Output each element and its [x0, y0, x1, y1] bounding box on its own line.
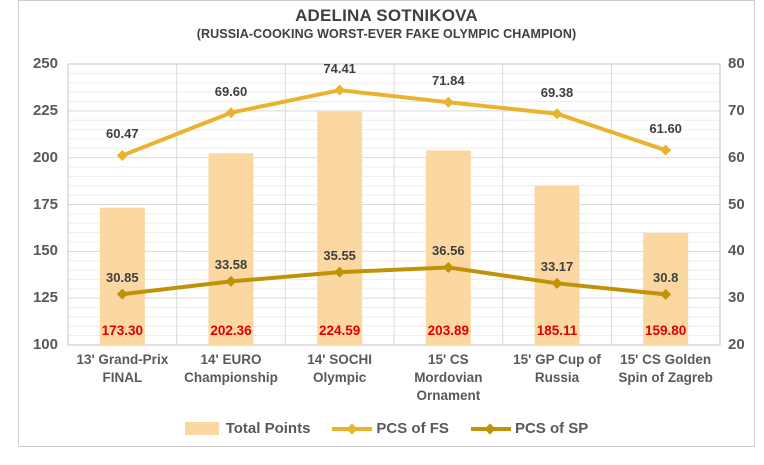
- category-label: 15' CS Mordovian Ornament: [414, 352, 483, 403]
- legend-item-pcs-of-fs: PCS of FS: [332, 420, 449, 437]
- left-axis-tick: 225: [32, 101, 58, 119]
- left-axis-tick: 250: [32, 55, 58, 72]
- marker-pcs-of-sp: [225, 275, 237, 287]
- bar-total-points: [99, 207, 145, 345]
- legend-diamond-marker: [484, 422, 497, 435]
- point-label-pcs-of-sp: 33.58: [214, 257, 248, 273]
- legend: Total Points PCS of FS PCS of SP: [18, 420, 755, 437]
- legend-item-pcs-of-sp: PCS of SP: [470, 420, 589, 437]
- marker-pcs-of-sp: [551, 277, 563, 289]
- left-axis-tick: 200: [32, 148, 58, 166]
- legend-label: PCS of FS: [376, 420, 449, 437]
- right-axis-tick: 60: [728, 148, 745, 166]
- left-axis-tick: 125: [32, 289, 58, 307]
- legend-label: Total Points: [225, 420, 311, 437]
- legend-item-total-points: Total Points: [184, 420, 311, 437]
- bar-total-points: [208, 153, 254, 345]
- point-label-pcs-of-sp: 30.8: [653, 270, 679, 286]
- right-axis-tick: 20: [728, 336, 745, 353]
- legend-label: PCS of SP: [514, 420, 589, 437]
- plot-border: [67, 63, 721, 346]
- point-label-pcs-of-fs: 61.60: [649, 121, 682, 137]
- legend-diamond-marker: [346, 422, 358, 435]
- bar-value-label: 185.11: [536, 323, 578, 338]
- point-label-pcs-of-fs: 69.38: [540, 84, 574, 100]
- bar-total-points: [317, 111, 363, 345]
- marker-pcs-of-fs: [551, 108, 563, 120]
- category-label: 13' Grand-Prix FINAL: [76, 352, 169, 385]
- point-label-pcs-of-sp: 30.85: [106, 270, 139, 286]
- marker-pcs-of-fs: [442, 96, 454, 108]
- bar-value-label: 159.80: [645, 323, 687, 338]
- marker-pcs-of-sp: [334, 266, 346, 278]
- right-axis-tick: 80: [728, 55, 745, 72]
- legend-line-swatch: [332, 422, 373, 435]
- chart-subtitle: (RUSSIA-COOKING WORST-EVER FAKE OLYMPIC …: [196, 27, 577, 41]
- chart-title: ADELINA SOTNIKOVA: [295, 6, 478, 25]
- point-label-pcs-of-fs: 60.47: [106, 126, 139, 142]
- point-label-pcs-of-sp: 35.55: [323, 248, 356, 264]
- right-axis-tick: 30: [728, 289, 745, 307]
- title-block: ADELINA SOTNIKOVA (RUSSIA-COOKING WORST-…: [18, 5, 755, 43]
- bar-value-label: 203.89: [427, 323, 469, 338]
- bar-value-label: 173.30: [101, 323, 143, 338]
- right-axis-tick: 50: [728, 195, 745, 213]
- point-label-pcs-of-sp: 36.56: [432, 243, 465, 259]
- category-label: 15' CS Golden Spin of Zagreb: [618, 352, 713, 385]
- marker-pcs-of-fs: [116, 149, 128, 161]
- marker-pcs-of-fs: [225, 107, 237, 119]
- marker-pcs-of-sp: [442, 261, 454, 273]
- legend-bar-swatch: [184, 422, 219, 435]
- category-label: 15' GP Cup of Russia: [513, 352, 601, 385]
- left-axis-tick: 150: [32, 242, 58, 260]
- category-label: 14' SOCHI Olympic: [307, 352, 373, 385]
- legend-line-swatch: [470, 422, 511, 435]
- marker-pcs-of-sp: [660, 288, 672, 300]
- left-axis-tick: 175: [32, 195, 58, 213]
- point-label-pcs-of-sp: 33.17: [540, 259, 574, 275]
- category-label: 14' EURO Championship: [184, 352, 278, 385]
- point-label-pcs-of-fs: 69.60: [214, 83, 248, 99]
- point-label-pcs-of-fs: 71.84: [432, 73, 465, 89]
- line-pcs-of-sp: [120, 265, 668, 297]
- bar-total-points: [425, 150, 471, 345]
- marker-pcs-of-fs: [334, 84, 346, 96]
- bar-value-label: 224.59: [319, 323, 361, 338]
- line-pcs-of-fs: [120, 88, 668, 158]
- right-axis-tick: 40: [728, 242, 745, 260]
- point-label-pcs-of-fs: 74.41: [323, 61, 356, 77]
- left-axis-tick: 100: [32, 336, 58, 353]
- bar-total-points: [534, 185, 580, 345]
- bar-value-label: 202.36: [210, 323, 252, 338]
- marker-pcs-of-sp: [116, 288, 128, 300]
- right-axis-tick: 70: [728, 101, 745, 119]
- marker-pcs-of-fs: [660, 144, 672, 156]
